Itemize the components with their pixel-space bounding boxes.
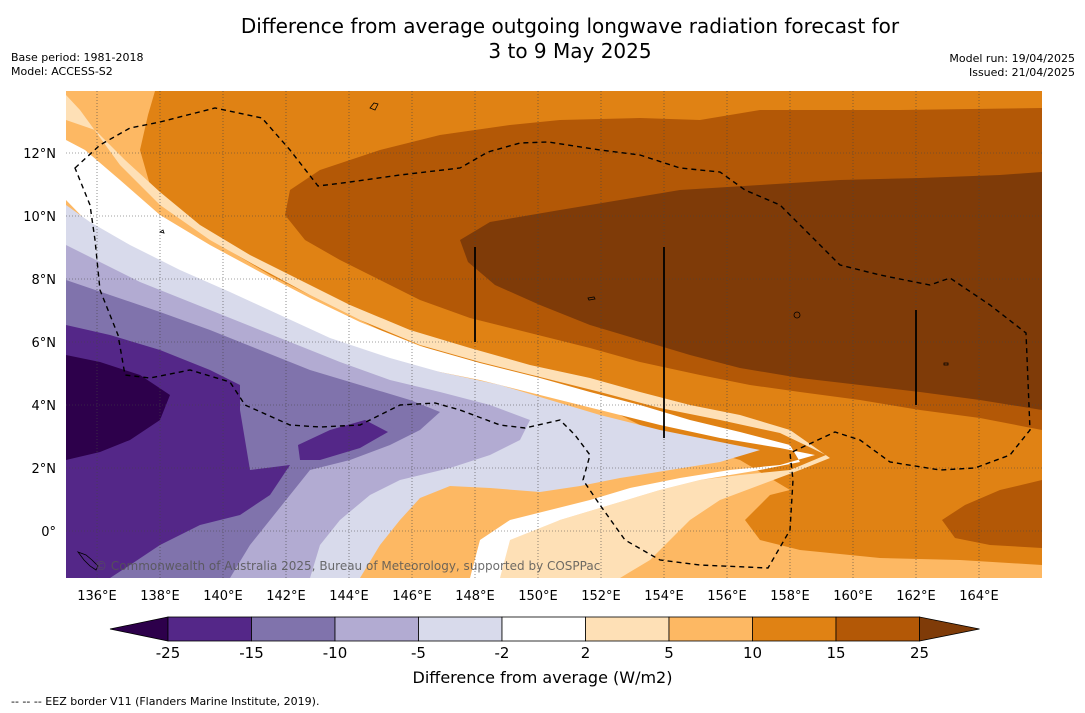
band-over-25 xyxy=(460,172,1042,410)
colorbar-label: Difference from average (W/m2) xyxy=(412,668,673,687)
x-tick: 148°E xyxy=(455,589,495,604)
x-tick: 138°E xyxy=(140,589,180,604)
model-name: Model: ACCESS-S2 xyxy=(11,65,113,78)
meta-right: Model run: 19/04/2025 Issued: 21/04/2025 xyxy=(949,52,1075,80)
colorbar-tick: -25 xyxy=(156,644,181,662)
y-tick: 10°N xyxy=(23,210,56,225)
colorbar-segment xyxy=(334,616,419,642)
issued-date: Issued: 21/04/2025 xyxy=(968,66,1075,79)
band-neutral xyxy=(66,140,815,578)
y-tick: 6°N xyxy=(32,336,57,351)
colorbar-tick: 10 xyxy=(743,644,762,662)
colorbar-segment xyxy=(418,616,503,642)
colorbar-tick: 15 xyxy=(826,644,845,662)
x-tick: 150°E xyxy=(518,589,558,604)
colorbar-tick: -10 xyxy=(323,644,348,662)
y-tick: 12°N xyxy=(23,147,56,162)
colorbar-segment xyxy=(585,616,670,642)
base-period: Base period: 1981-2018 xyxy=(11,51,144,64)
colorbar-segment xyxy=(668,616,753,642)
x-tick: 140°E xyxy=(203,589,243,604)
colorbar-tick: -15 xyxy=(239,644,264,662)
colorbar-extend-high xyxy=(919,616,980,642)
x-tick: 158°E xyxy=(770,589,810,604)
colorbar-tick: 25 xyxy=(910,644,929,662)
band-under-minus-25 xyxy=(66,355,170,460)
x-tick: 136°E xyxy=(77,589,117,604)
colorbar-tick: -5 xyxy=(411,644,426,662)
y-tick: 8°N xyxy=(32,273,57,288)
x-tick: 144°E xyxy=(329,589,369,604)
x-tick: 156°E xyxy=(707,589,747,604)
map-title: Difference from average outgoing longwav… xyxy=(0,14,1085,64)
y-axis-ticks: 12°N 10°N 8°N 6°N 4°N 2°N 0° xyxy=(23,147,56,540)
colorbar-segment xyxy=(752,616,837,642)
x-tick: 146°E xyxy=(392,589,432,604)
model-run: Model run: 19/04/2025 xyxy=(949,52,1075,65)
y-tick: 4°N xyxy=(32,399,57,414)
band-minus-15-25-blob xyxy=(298,420,388,460)
map-plot-area: © Commonwealth of Australia 2025, Bureau… xyxy=(66,91,1042,578)
x-tick: 154°E xyxy=(644,589,684,604)
colorbar-tick: 5 xyxy=(664,644,674,662)
y-tick: 2°N xyxy=(32,462,57,477)
colorbar-tick: 2 xyxy=(581,644,591,662)
footnote: -- -- -- EEZ border V11 (Flanders Marine… xyxy=(11,695,320,708)
colorbar-segment xyxy=(501,616,586,642)
y-tick: 0° xyxy=(41,525,56,540)
colorbar-segment xyxy=(167,616,252,642)
x-tick: 164°E xyxy=(959,589,999,604)
meta-left: Base period: 1981-2018 Model: ACCESS-S2 xyxy=(11,51,143,79)
x-axis-ticks: 136°E 138°E 140°E 142°E 144°E 146°E 148°… xyxy=(77,589,999,604)
colorbar-extend-low xyxy=(109,616,169,642)
watermark: © Commonwealth of Australia 2025, Bureau… xyxy=(95,559,600,573)
title-line-2: 3 to 9 May 2025 xyxy=(488,39,652,63)
colorbar-segment xyxy=(835,616,920,642)
colorbar: -25 -15 -10 -5 -2 2 5 10 15 25 xyxy=(109,616,980,662)
eez-border xyxy=(74,107,1031,569)
x-tick: 160°E xyxy=(833,589,873,604)
islands xyxy=(76,102,949,571)
x-tick: 142°E xyxy=(266,589,306,604)
colorbar-segment xyxy=(251,616,336,642)
title-line-1: Difference from average outgoing longwav… xyxy=(240,14,900,38)
x-tick: 162°E xyxy=(896,589,936,604)
gridlines xyxy=(66,91,1042,578)
colorbar-tick: -2 xyxy=(495,644,510,662)
x-tick: 152°E xyxy=(581,589,621,604)
